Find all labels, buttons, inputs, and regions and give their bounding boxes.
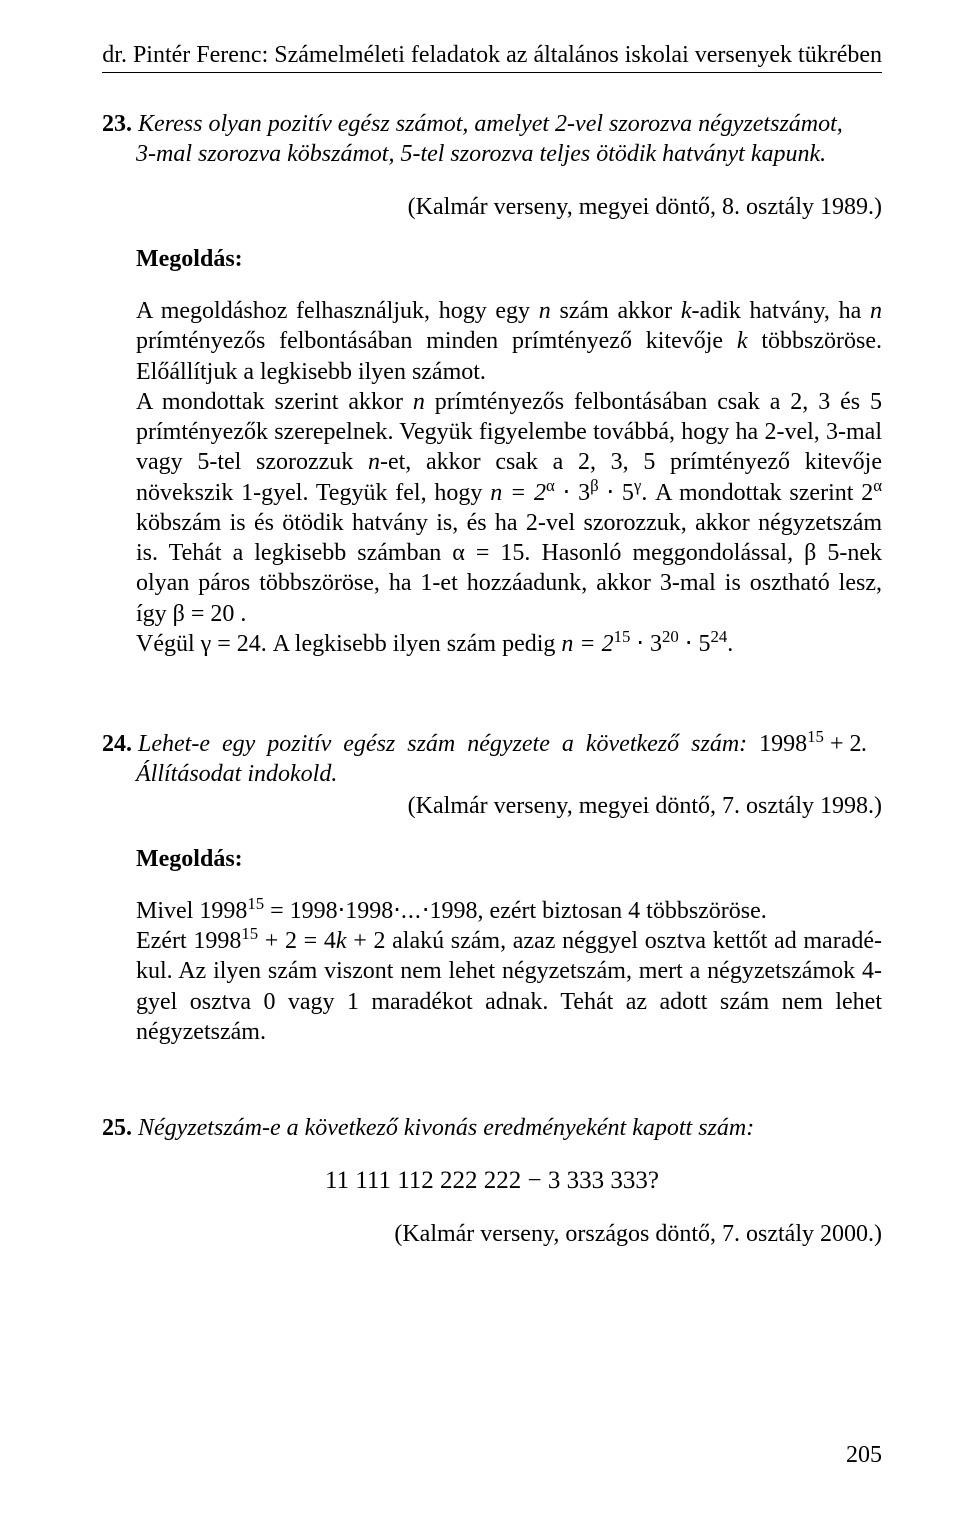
- t: A megoldáshoz felhasználjuk, hogy egy: [136, 298, 539, 324]
- t: vagy 5-tel szorozzuk: [136, 449, 368, 475]
- var-k: k: [737, 328, 748, 354]
- var-k: k: [681, 298, 692, 324]
- page-header: dr. Pintér Ferenc: Számelméleti feladato…: [102, 40, 882, 73]
- eq: γ = 24: [201, 631, 261, 657]
- eq: β: [804, 540, 816, 566]
- t: + 2 = 4: [258, 928, 336, 954]
- t: ⋅ 3: [630, 631, 662, 657]
- eq: n = 2: [561, 631, 613, 657]
- var-n: n: [413, 389, 425, 415]
- stmt-line: 3-mal szorozva köbszámot, 5-tel szorozva…: [102, 139, 882, 169]
- t: ⋅ 5: [679, 631, 711, 657]
- t: alakú szám, azaz néggyel osztva kettőt a…: [385, 928, 882, 954]
- t: Lehet-e egy pozitív egész szám négyzete …: [138, 731, 759, 757]
- t: -adik hatvány, ha: [692, 298, 871, 324]
- problem-25: 25. Négyzetszám-e a következő kivonás er…: [102, 1113, 882, 1249]
- t: = 1998⋅1998⋅: [264, 898, 401, 924]
- problem-24-body: (Kalmár verseny, megyei döntő, 7. osztál…: [102, 791, 882, 1047]
- t: A mondottak szerint akkor: [136, 389, 413, 415]
- t: 1998: [199, 898, 247, 924]
- t: prímtényezős felbontásában csak a 2, 3 é…: [425, 389, 882, 415]
- eq: β = 20: [173, 601, 235, 627]
- t: , ezért biztosan 4 többszöröse.: [478, 898, 767, 924]
- problem-25-body: (Kalmár verseny, országos döntő, 7. oszt…: [102, 1219, 882, 1249]
- solution-label: Megoldás:: [136, 844, 882, 874]
- t: prímtényezők szerepelnek. Vegyük figyele…: [136, 419, 882, 445]
- t: 1-gyel. Tegyük fel, hogy: [241, 480, 490, 506]
- sup: β: [590, 476, 599, 495]
- problem-number: 24.: [102, 731, 132, 757]
- problem-23-statement: 23. Keress olyan pozitív egész számot, a…: [102, 109, 882, 169]
- t: ⋅1998: [422, 898, 478, 924]
- problem-number: 23.: [102, 111, 132, 137]
- page: dr. Pintér Ferenc: Számelméleti feladato…: [0, 0, 960, 1524]
- t: négyzetszám.: [136, 1019, 266, 1045]
- t: .: [234, 601, 246, 627]
- stmt-line: Keress olyan pozitív egész számot, amely…: [138, 111, 843, 137]
- sup: α: [873, 476, 882, 495]
- eq: = 15: [465, 540, 525, 566]
- sup: 15: [614, 627, 631, 646]
- problem-25-source: (Kalmár verseny, országos döntő, 7. oszt…: [136, 1219, 882, 1249]
- t: . A legkisebb ilyen szám pedig: [261, 631, 562, 657]
- problem-23-source: (Kalmár verseny, megyei döntő, 8. osztál…: [136, 192, 882, 222]
- problem-25-statement: 25. Négyzetszám-e a következő kivonás er…: [102, 1113, 882, 1143]
- t: Előállítjuk a legkisebb ilyen számot.: [136, 359, 486, 385]
- t: .: [727, 631, 733, 657]
- solution-24-text: Mivel 199815 = 1998⋅1998⋅...⋅1998, ezért…: [136, 896, 882, 1047]
- problem-24: 24. Lehet-e egy pozitív egész szám négyz…: [102, 729, 882, 1047]
- t: 1998: [193, 928, 241, 954]
- var-n: n: [539, 298, 551, 324]
- t: . Hasonló meggondolással,: [524, 540, 804, 566]
- problem-25-expression: 11 111 112 222 222 − 3 333 333?: [102, 1165, 882, 1197]
- t: prímtényezős felbontásában minden prímté…: [136, 328, 737, 354]
- var-n: n: [870, 298, 882, 324]
- stmt: Négyzetszám-e a következő kivonás eredmé…: [138, 1115, 754, 1141]
- var-n: n: [368, 449, 380, 475]
- stmt-line: Állításodat indokold.: [102, 759, 882, 789]
- problem-23-body: (Kalmár verseny, megyei döntő, 8. osztál…: [102, 192, 882, 659]
- t: Végül: [136, 631, 201, 657]
- sup: 24: [710, 627, 727, 646]
- t: ⋅ 5: [599, 480, 634, 506]
- solution-23-text: A megoldáshoz felhasználjuk, hogy egy n …: [136, 296, 882, 659]
- solution-label: Megoldás:: [136, 244, 882, 274]
- sup: 20: [662, 627, 679, 646]
- t: legkisebb számban: [254, 540, 452, 566]
- problem-24-source: (Kalmár verseny, megyei döntő, 7. osztál…: [136, 791, 882, 821]
- dots: ...: [401, 898, 422, 924]
- t: Ezért: [136, 928, 193, 954]
- sup: 15: [241, 924, 258, 943]
- problem-23: 23. Keress olyan pozitív egész számot, a…: [102, 109, 882, 659]
- var-k: k: [336, 928, 347, 954]
- t: + 2: [824, 731, 862, 757]
- eq: n = 2: [490, 480, 546, 506]
- sup: 15: [807, 727, 824, 746]
- t: . A mondottak szerint: [641, 480, 861, 506]
- problem-number: 25.: [102, 1115, 132, 1141]
- eq: α: [452, 540, 465, 566]
- header-text: dr. Pintér Ferenc: Számelméleti feladato…: [102, 42, 882, 68]
- sup: α: [546, 476, 555, 495]
- t: ⋅ 3: [555, 480, 590, 506]
- t: .: [861, 731, 867, 757]
- stmt: Lehet-e egy pozitív egész szám négyzete …: [138, 731, 759, 757]
- problem-24-statement: 24. Lehet-e egy pozitív egész szám négyz…: [102, 729, 882, 789]
- t: + 2: [347, 928, 386, 954]
- t: köbszám is: [136, 510, 246, 536]
- page-number: 205: [846, 1440, 882, 1470]
- t: többszöröse.: [748, 328, 882, 354]
- t: szám akkor: [551, 298, 681, 324]
- expr: 1998: [759, 731, 807, 757]
- t: Mivel: [136, 898, 199, 924]
- t: 2: [861, 480, 873, 506]
- sup: 15: [247, 894, 264, 913]
- t: kul. Az ilyen szám viszont nem lehet nég…: [136, 958, 855, 984]
